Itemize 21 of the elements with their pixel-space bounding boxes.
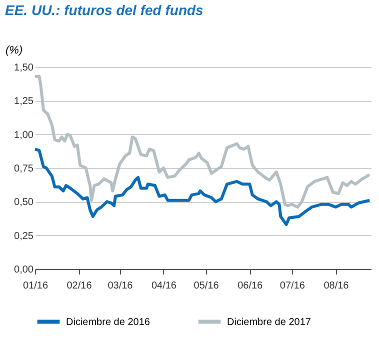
y-tick-label: 0,00	[14, 264, 34, 276]
line-series	[34, 148, 372, 226]
legend-label: Diciembre de 2016	[66, 316, 150, 328]
x-tick-label: 06/16	[238, 280, 264, 292]
chart-title: EE. UU.: futuros del fed funds	[5, 2, 204, 18]
y-axis-title: (%)	[6, 44, 23, 56]
y-tick-label: 0,75	[14, 164, 34, 174]
legend-label: Diciembre de 2017	[227, 316, 312, 328]
x-tick-label: 01/16	[22, 280, 48, 292]
x-tick-label: 07/16	[280, 280, 306, 292]
x-tick-label: 02/16	[66, 280, 92, 292]
y-tick-label: 0,25	[14, 230, 34, 242]
y-tick-label: 1,25	[14, 96, 34, 108]
line-series	[34, 74, 372, 209]
x-tick-label: 05/16	[194, 280, 220, 292]
y-tick-label: 1,50	[14, 62, 34, 74]
x-tick-label: 04/16	[151, 280, 177, 292]
y-tick-label: 0,50	[14, 197, 34, 208]
x-tick-label: 03/16	[108, 280, 134, 292]
y-tick-label: 1,00	[14, 130, 34, 141]
x-tick-label: 08/16	[324, 280, 350, 292]
